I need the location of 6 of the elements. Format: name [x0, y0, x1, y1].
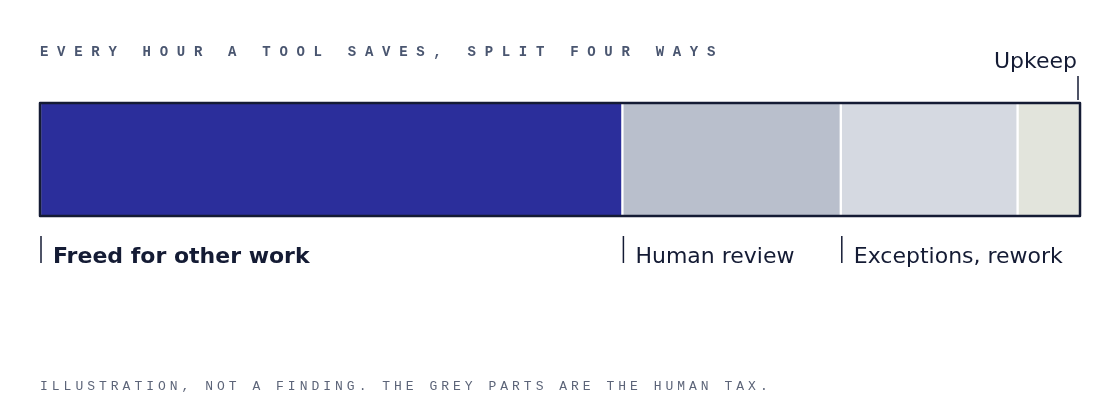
chart-title: EVERY HOUR A TOOL SAVES, SPLIT FOUR WAYS [40, 44, 725, 60]
text: ILLUSTRATION, NOT A FINDING. THE GREY PARTS ARE THE HUMAN TAX. [40, 379, 772, 395]
series-label: Freed for other work [53, 243, 311, 268]
series-label: Exceptions, rework [853, 243, 1064, 268]
series-label: Human review [635, 243, 795, 268]
series-label: Upkeep [993, 48, 1077, 73]
